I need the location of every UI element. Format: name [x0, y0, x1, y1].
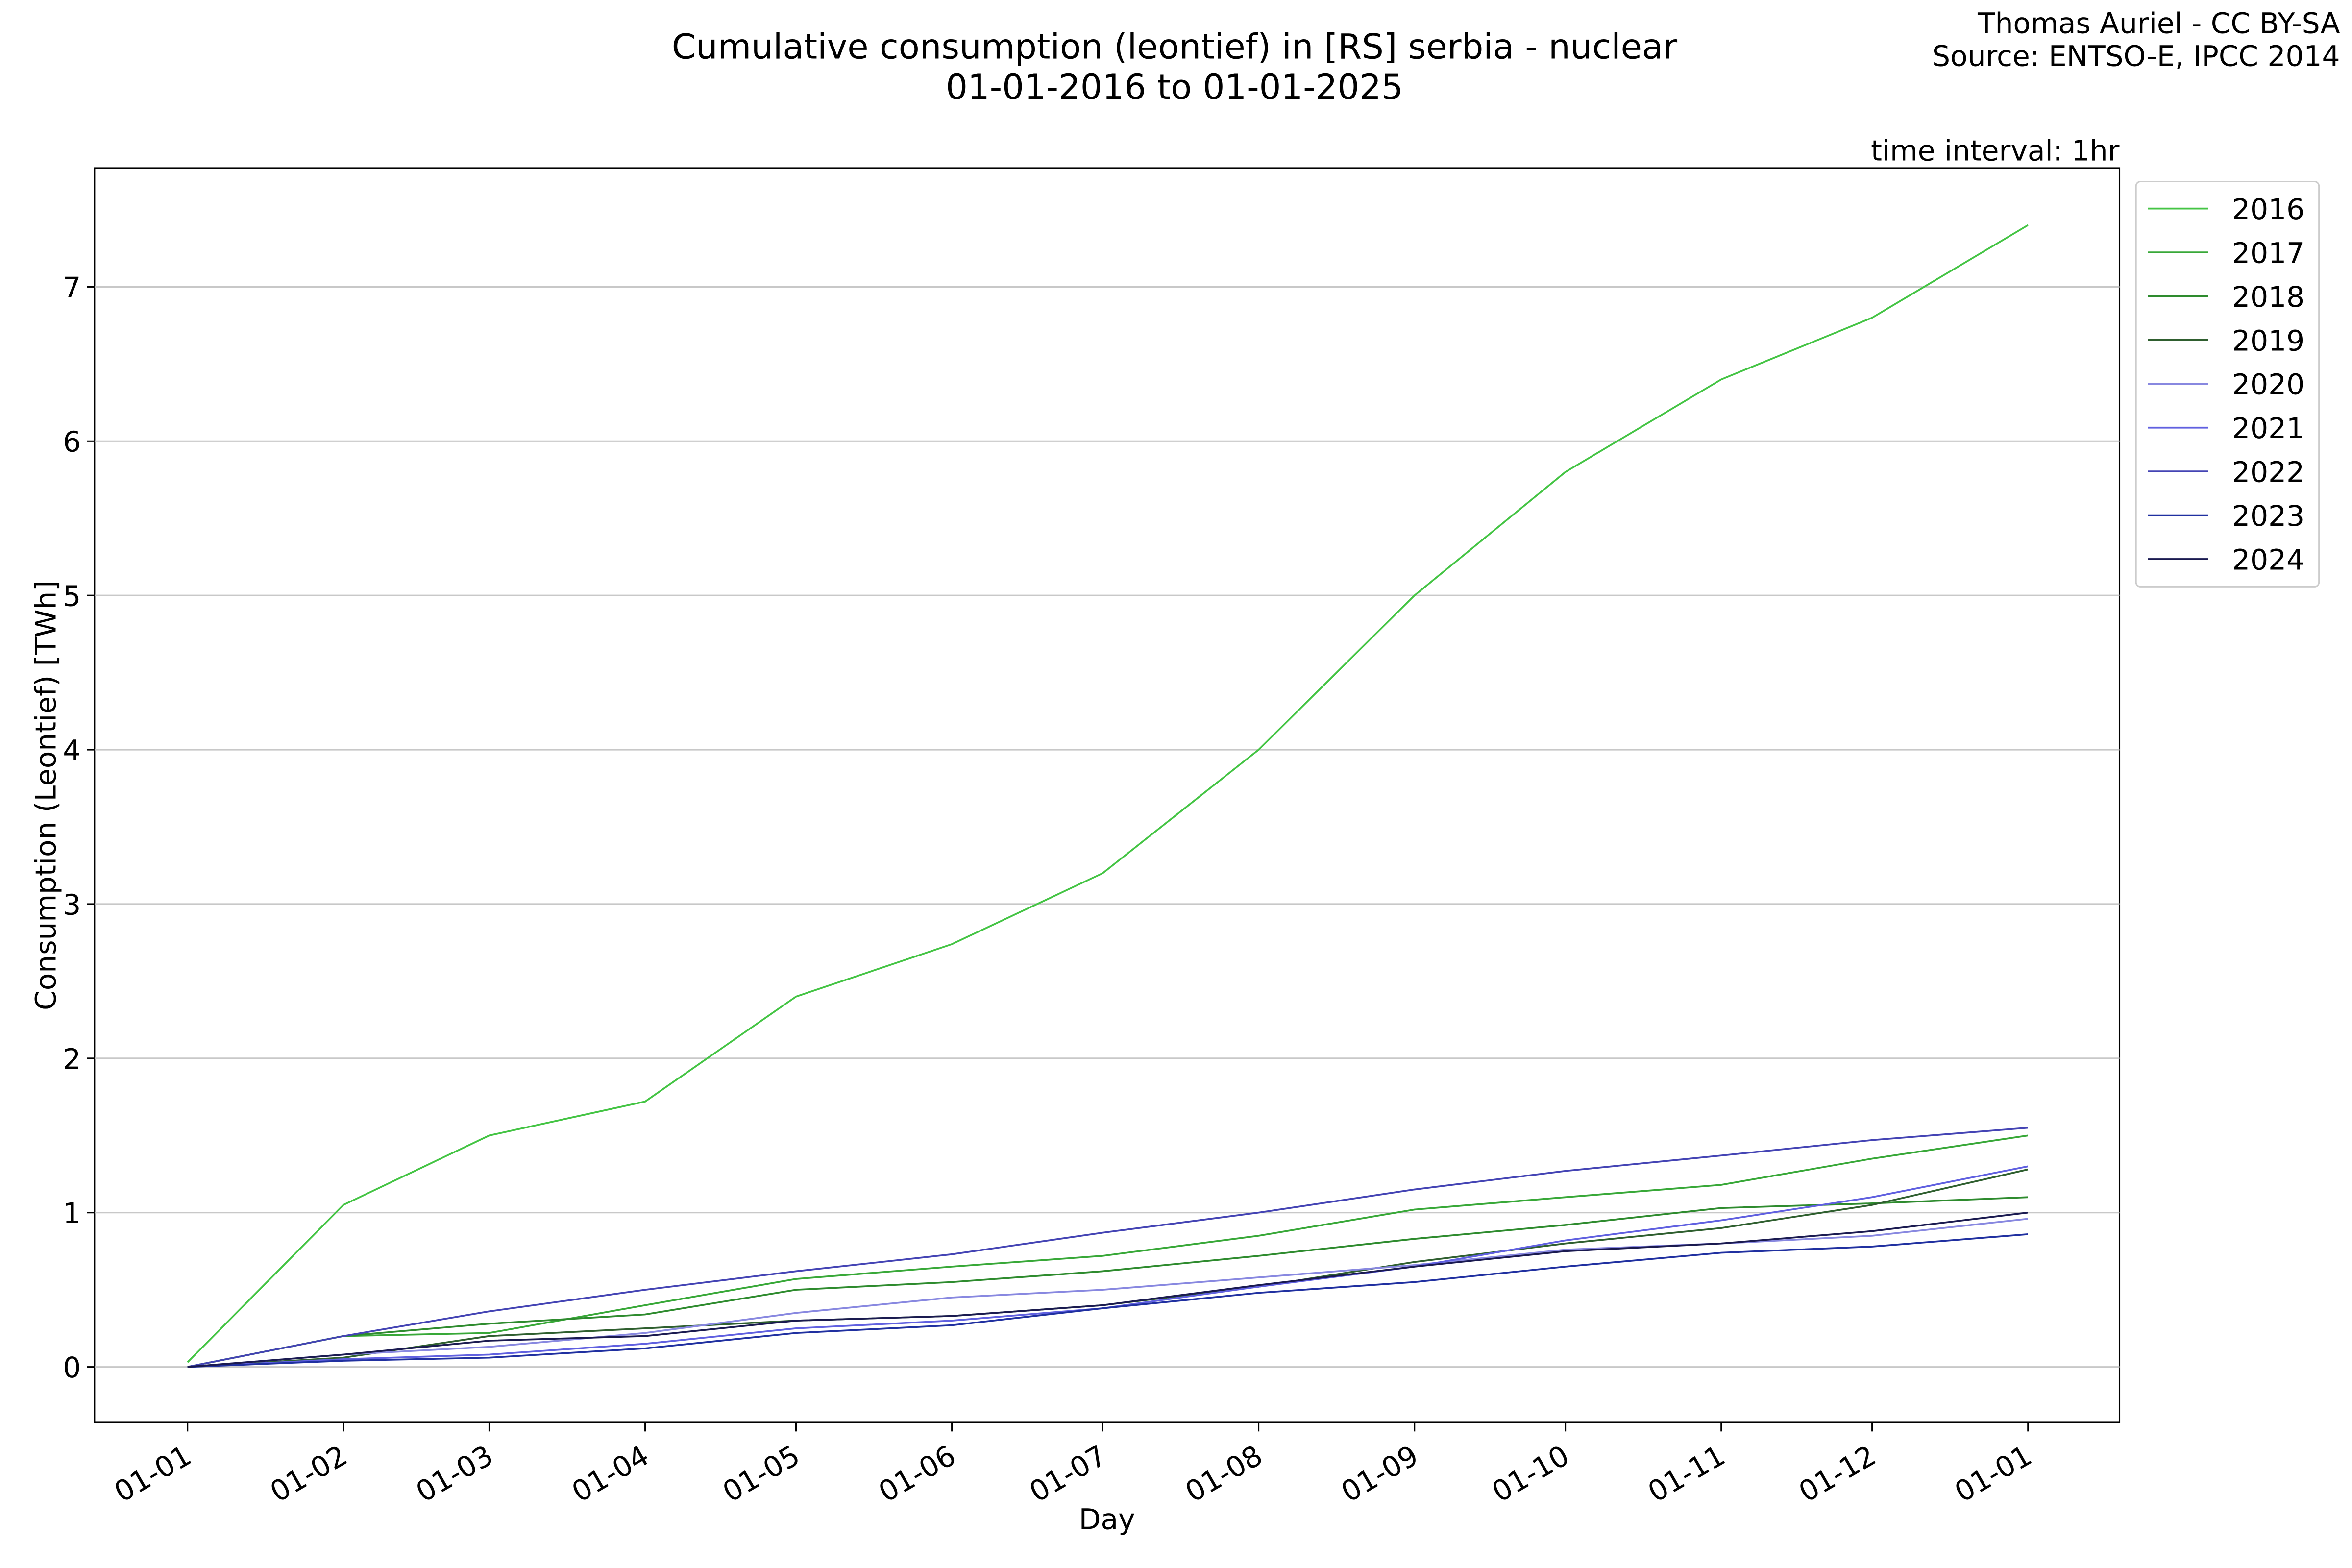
chart-title: Cumulative consumption (leontief) in [RS… — [672, 26, 1677, 67]
series-line — [187, 1134, 2029, 1368]
legend-label: 2024 — [2232, 543, 2304, 576]
x-tick-label: 01-03 — [410, 1439, 498, 1509]
x-tick-label: 01-07 — [1024, 1439, 1112, 1509]
series-line — [187, 1233, 2028, 1368]
x-tick-label: 01-05 — [717, 1439, 805, 1509]
y-tick-label: 2 — [63, 1042, 81, 1076]
x-tick-label: 01-08 — [1180, 1439, 1268, 1509]
legend-label: 2018 — [2232, 280, 2304, 314]
x-axis-label: Day — [1079, 1502, 1135, 1536]
y-tick-label: 7 — [63, 271, 81, 304]
x-tick-label: 01-10 — [1487, 1439, 1575, 1509]
legend-label: 2019 — [2232, 324, 2304, 357]
series-line — [187, 1165, 2029, 1368]
x-tick-label: 01-01 — [1949, 1439, 2037, 1509]
x-tick-label: 01-11 — [1642, 1439, 1731, 1509]
y-tick-label: 5 — [63, 580, 81, 613]
y-tick-label: 3 — [63, 888, 81, 921]
series-line — [187, 1127, 2028, 1368]
legend-label: 2022 — [2232, 456, 2304, 489]
x-tick-label: 01-06 — [873, 1439, 961, 1509]
y-tick-label: 6 — [63, 425, 81, 459]
legend-label: 2023 — [2232, 499, 2304, 533]
legend-label: 2017 — [2232, 236, 2304, 270]
x-tick-label: 01-12 — [1793, 1439, 1882, 1509]
series-line — [187, 1211, 2028, 1368]
x-tick-label: 01-04 — [566, 1439, 655, 1509]
y-tick-label: 4 — [63, 734, 81, 767]
x-tick-label: 01-02 — [265, 1439, 353, 1509]
x-tick-label: 01-01 — [109, 1439, 197, 1509]
credit: Thomas Auriel - CC BY-SA — [1977, 6, 2340, 40]
legend-label: 2021 — [2232, 412, 2304, 445]
annotation: time interval: 1hr — [1871, 134, 2119, 168]
y-tick-label: 0 — [63, 1351, 81, 1384]
series-line — [187, 1196, 2028, 1368]
plot-frame — [94, 167, 2121, 1423]
legend-label: 2016 — [2232, 193, 2304, 226]
series-line — [187, 224, 2029, 1363]
y-axis-label: Consumption (Leontief) [TWh] — [29, 580, 62, 1010]
series-line — [187, 1168, 2029, 1368]
legend-label: 2020 — [2232, 368, 2304, 401]
y-tick-label: 1 — [63, 1197, 81, 1230]
credit: Source: ENTSO-E, IPCC 2014 — [1932, 40, 2340, 73]
chart-subtitle: 01-01-2016 to 01-01-2025 — [946, 67, 1403, 107]
legend-frame — [2135, 180, 2320, 588]
x-tick-label: 01-09 — [1336, 1439, 1424, 1509]
